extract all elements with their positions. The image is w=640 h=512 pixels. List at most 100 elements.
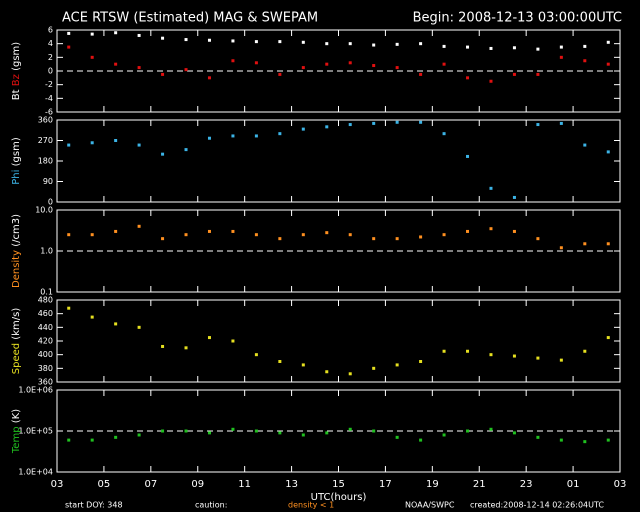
data-point xyxy=(114,322,118,326)
y-tick-label: -2 xyxy=(45,80,53,89)
data-point xyxy=(161,72,165,76)
data-point xyxy=(67,233,71,237)
y-tick-label: -6 xyxy=(45,108,53,117)
data-point xyxy=(114,435,118,439)
x-tick-label: 15 xyxy=(332,479,345,490)
data-point xyxy=(184,68,188,72)
data-point xyxy=(301,433,305,437)
data-point xyxy=(559,45,563,49)
y-axis-unit: (gsm) xyxy=(11,137,22,166)
y-axis-label: Density (/cm3) xyxy=(11,214,22,288)
data-point xyxy=(419,235,423,239)
data-point xyxy=(606,150,610,154)
data-point xyxy=(161,152,165,156)
data-point xyxy=(254,429,258,433)
chart-title: ACE RTSW (Estimated) MAG & SWEPAM xyxy=(62,11,318,26)
x-tick-label: 03 xyxy=(51,479,64,490)
data-point xyxy=(489,79,493,83)
data-point xyxy=(325,231,329,235)
data-point xyxy=(606,40,610,44)
data-point xyxy=(512,431,516,435)
data-point xyxy=(161,237,165,241)
data-point xyxy=(114,31,118,35)
y-axis-label: Bt Bz (gsm) xyxy=(11,42,22,100)
x-tick-label: 07 xyxy=(144,479,157,490)
data-point xyxy=(442,44,446,48)
x-tick-label: 23 xyxy=(520,479,533,490)
data-point xyxy=(114,62,118,66)
data-point xyxy=(231,39,235,43)
data-point xyxy=(419,360,423,363)
y-tick-label: 1.0 xyxy=(40,247,53,256)
data-point xyxy=(231,229,235,233)
data-point xyxy=(348,372,352,376)
data-point xyxy=(207,38,211,42)
data-point xyxy=(395,42,399,46)
x-tick-label: 17 xyxy=(379,479,392,490)
data-point xyxy=(559,55,563,59)
data-point xyxy=(466,229,470,233)
data-point xyxy=(606,62,610,66)
data-point xyxy=(184,346,188,350)
data-point xyxy=(512,229,516,233)
y-axis-unit: (/cm3) xyxy=(11,214,22,247)
created-time: created:2008-12-14 02:26:04UTC xyxy=(470,501,604,510)
data-point xyxy=(395,120,399,124)
data-point xyxy=(301,66,305,70)
data-point xyxy=(489,353,493,357)
data-point xyxy=(512,195,516,199)
x-tick-label: 13 xyxy=(285,479,298,490)
data-point xyxy=(489,427,493,431)
data-point xyxy=(301,363,305,367)
data-point xyxy=(442,433,446,437)
x-tick-label: 01 xyxy=(567,479,580,490)
data-point xyxy=(489,186,493,190)
data-point xyxy=(512,72,516,76)
data-point xyxy=(90,315,94,319)
data-point xyxy=(489,46,493,50)
data-point xyxy=(395,66,399,70)
data-point xyxy=(395,435,399,439)
begin-time: Begin: 2008-12-13 03:00:00UTC xyxy=(413,11,622,26)
y-axis-label: Temp (K) xyxy=(11,409,22,454)
data-point xyxy=(325,42,329,46)
y-tick-label: 420 xyxy=(38,337,53,346)
data-point xyxy=(278,360,282,363)
data-point xyxy=(559,121,563,125)
data-point xyxy=(583,440,587,444)
y-tick-label: 2 xyxy=(48,53,53,62)
data-point xyxy=(231,427,235,431)
data-point xyxy=(559,438,563,442)
data-point xyxy=(419,120,423,124)
data-point xyxy=(278,72,282,76)
data-point xyxy=(325,125,329,129)
data-point xyxy=(161,36,165,40)
data-point xyxy=(348,427,352,431)
data-point xyxy=(536,356,540,360)
y-tick-label: 6 xyxy=(48,26,53,35)
y-tick-label: 4 xyxy=(48,39,53,48)
y-axis-label: Phi (gsm) xyxy=(11,137,22,185)
x-tick-label: 03 xyxy=(614,479,627,490)
data-point xyxy=(231,59,235,63)
data-point xyxy=(583,349,587,353)
y-tick-label: 460 xyxy=(38,309,53,318)
data-point xyxy=(419,42,423,46)
legend-entry: Speed xyxy=(11,343,22,374)
data-point xyxy=(559,358,563,362)
y-tick-label: 0 xyxy=(48,67,53,76)
data-point xyxy=(419,72,423,76)
data-point xyxy=(207,336,211,340)
data-point xyxy=(606,242,610,246)
data-point xyxy=(161,429,165,433)
legend-entry: Phi xyxy=(11,170,22,185)
data-point xyxy=(442,233,446,237)
data-point xyxy=(536,72,540,76)
data-point xyxy=(184,38,188,42)
data-point xyxy=(559,246,563,250)
data-point xyxy=(67,143,71,147)
y-tick-label: 1.0E+06 xyxy=(18,386,53,395)
data-point xyxy=(536,123,540,127)
